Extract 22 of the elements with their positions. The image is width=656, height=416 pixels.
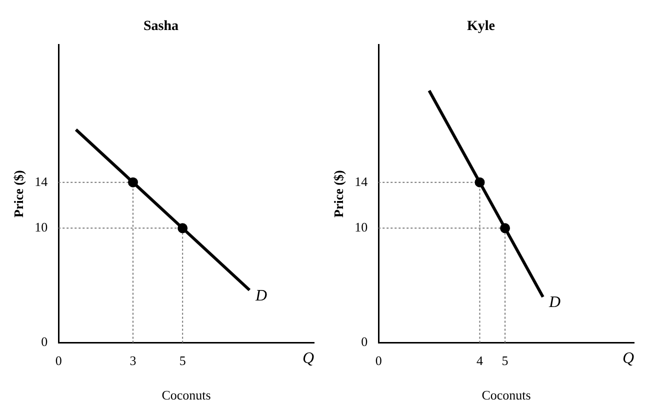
annotation: D — [254, 287, 268, 304]
x-tick-label: 0 — [375, 353, 382, 368]
text: Q — [302, 350, 314, 368]
x-tick-label: 5 — [179, 353, 186, 368]
x-tick-label: 4 — [476, 353, 484, 368]
y-tick-label: 0 — [361, 334, 368, 350]
y-tick-label: 10 — [354, 220, 368, 235]
y-axis-title: Price ($) — [331, 170, 346, 218]
x-axis-title: Coconuts — [482, 388, 531, 403]
annotation: D — [548, 294, 561, 312]
x-tick-label: 5 — [502, 353, 508, 368]
y-tick-label: 14 — [354, 174, 368, 189]
y-tick-label: 14 — [34, 174, 48, 189]
y-tick-label: 0 — [41, 334, 48, 350]
x-axis-title: Coconuts — [162, 388, 211, 403]
y-tick-label: 10 — [34, 220, 48, 235]
chart-title: Sasha — [143, 19, 179, 34]
chart-title: Kyle — [467, 19, 495, 34]
x-tick-label: 0 — [55, 353, 62, 368]
x-tick-label: 3 — [130, 353, 136, 368]
y-axis-title: Price ($) — [11, 170, 26, 218]
text: Q — [622, 350, 634, 368]
